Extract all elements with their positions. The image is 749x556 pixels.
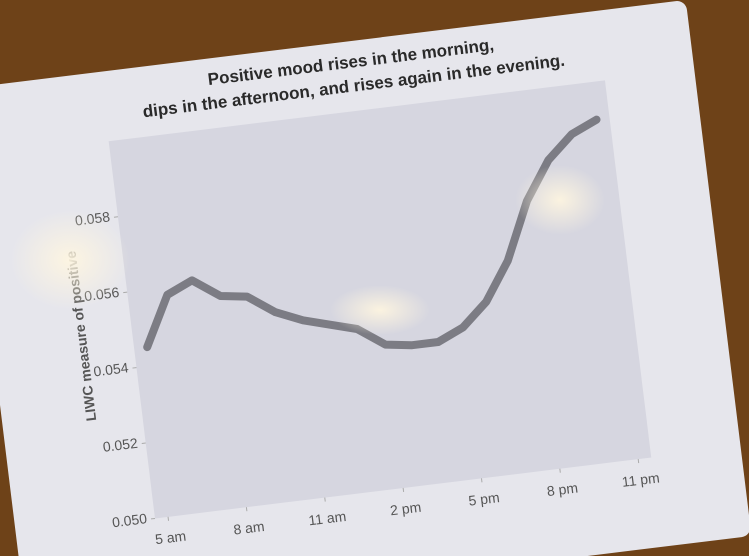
glare xyxy=(330,285,430,335)
glare xyxy=(515,165,605,235)
y-tick-label: 0.050 xyxy=(111,510,148,530)
x-tick-label: 11 am xyxy=(308,508,348,528)
x-tick-label: 2 pm xyxy=(389,499,422,519)
y-tick-label: 0.052 xyxy=(102,435,139,455)
glare xyxy=(10,210,130,310)
x-tick-label: 8 am xyxy=(233,518,266,538)
x-tick-label: 8 pm xyxy=(546,479,579,499)
x-tick-label: 5 pm xyxy=(468,489,501,509)
x-tick-label: 5 am xyxy=(154,528,187,548)
x-tick-label: 11 pm xyxy=(621,469,661,489)
y-tick-label: 0.054 xyxy=(93,359,130,379)
